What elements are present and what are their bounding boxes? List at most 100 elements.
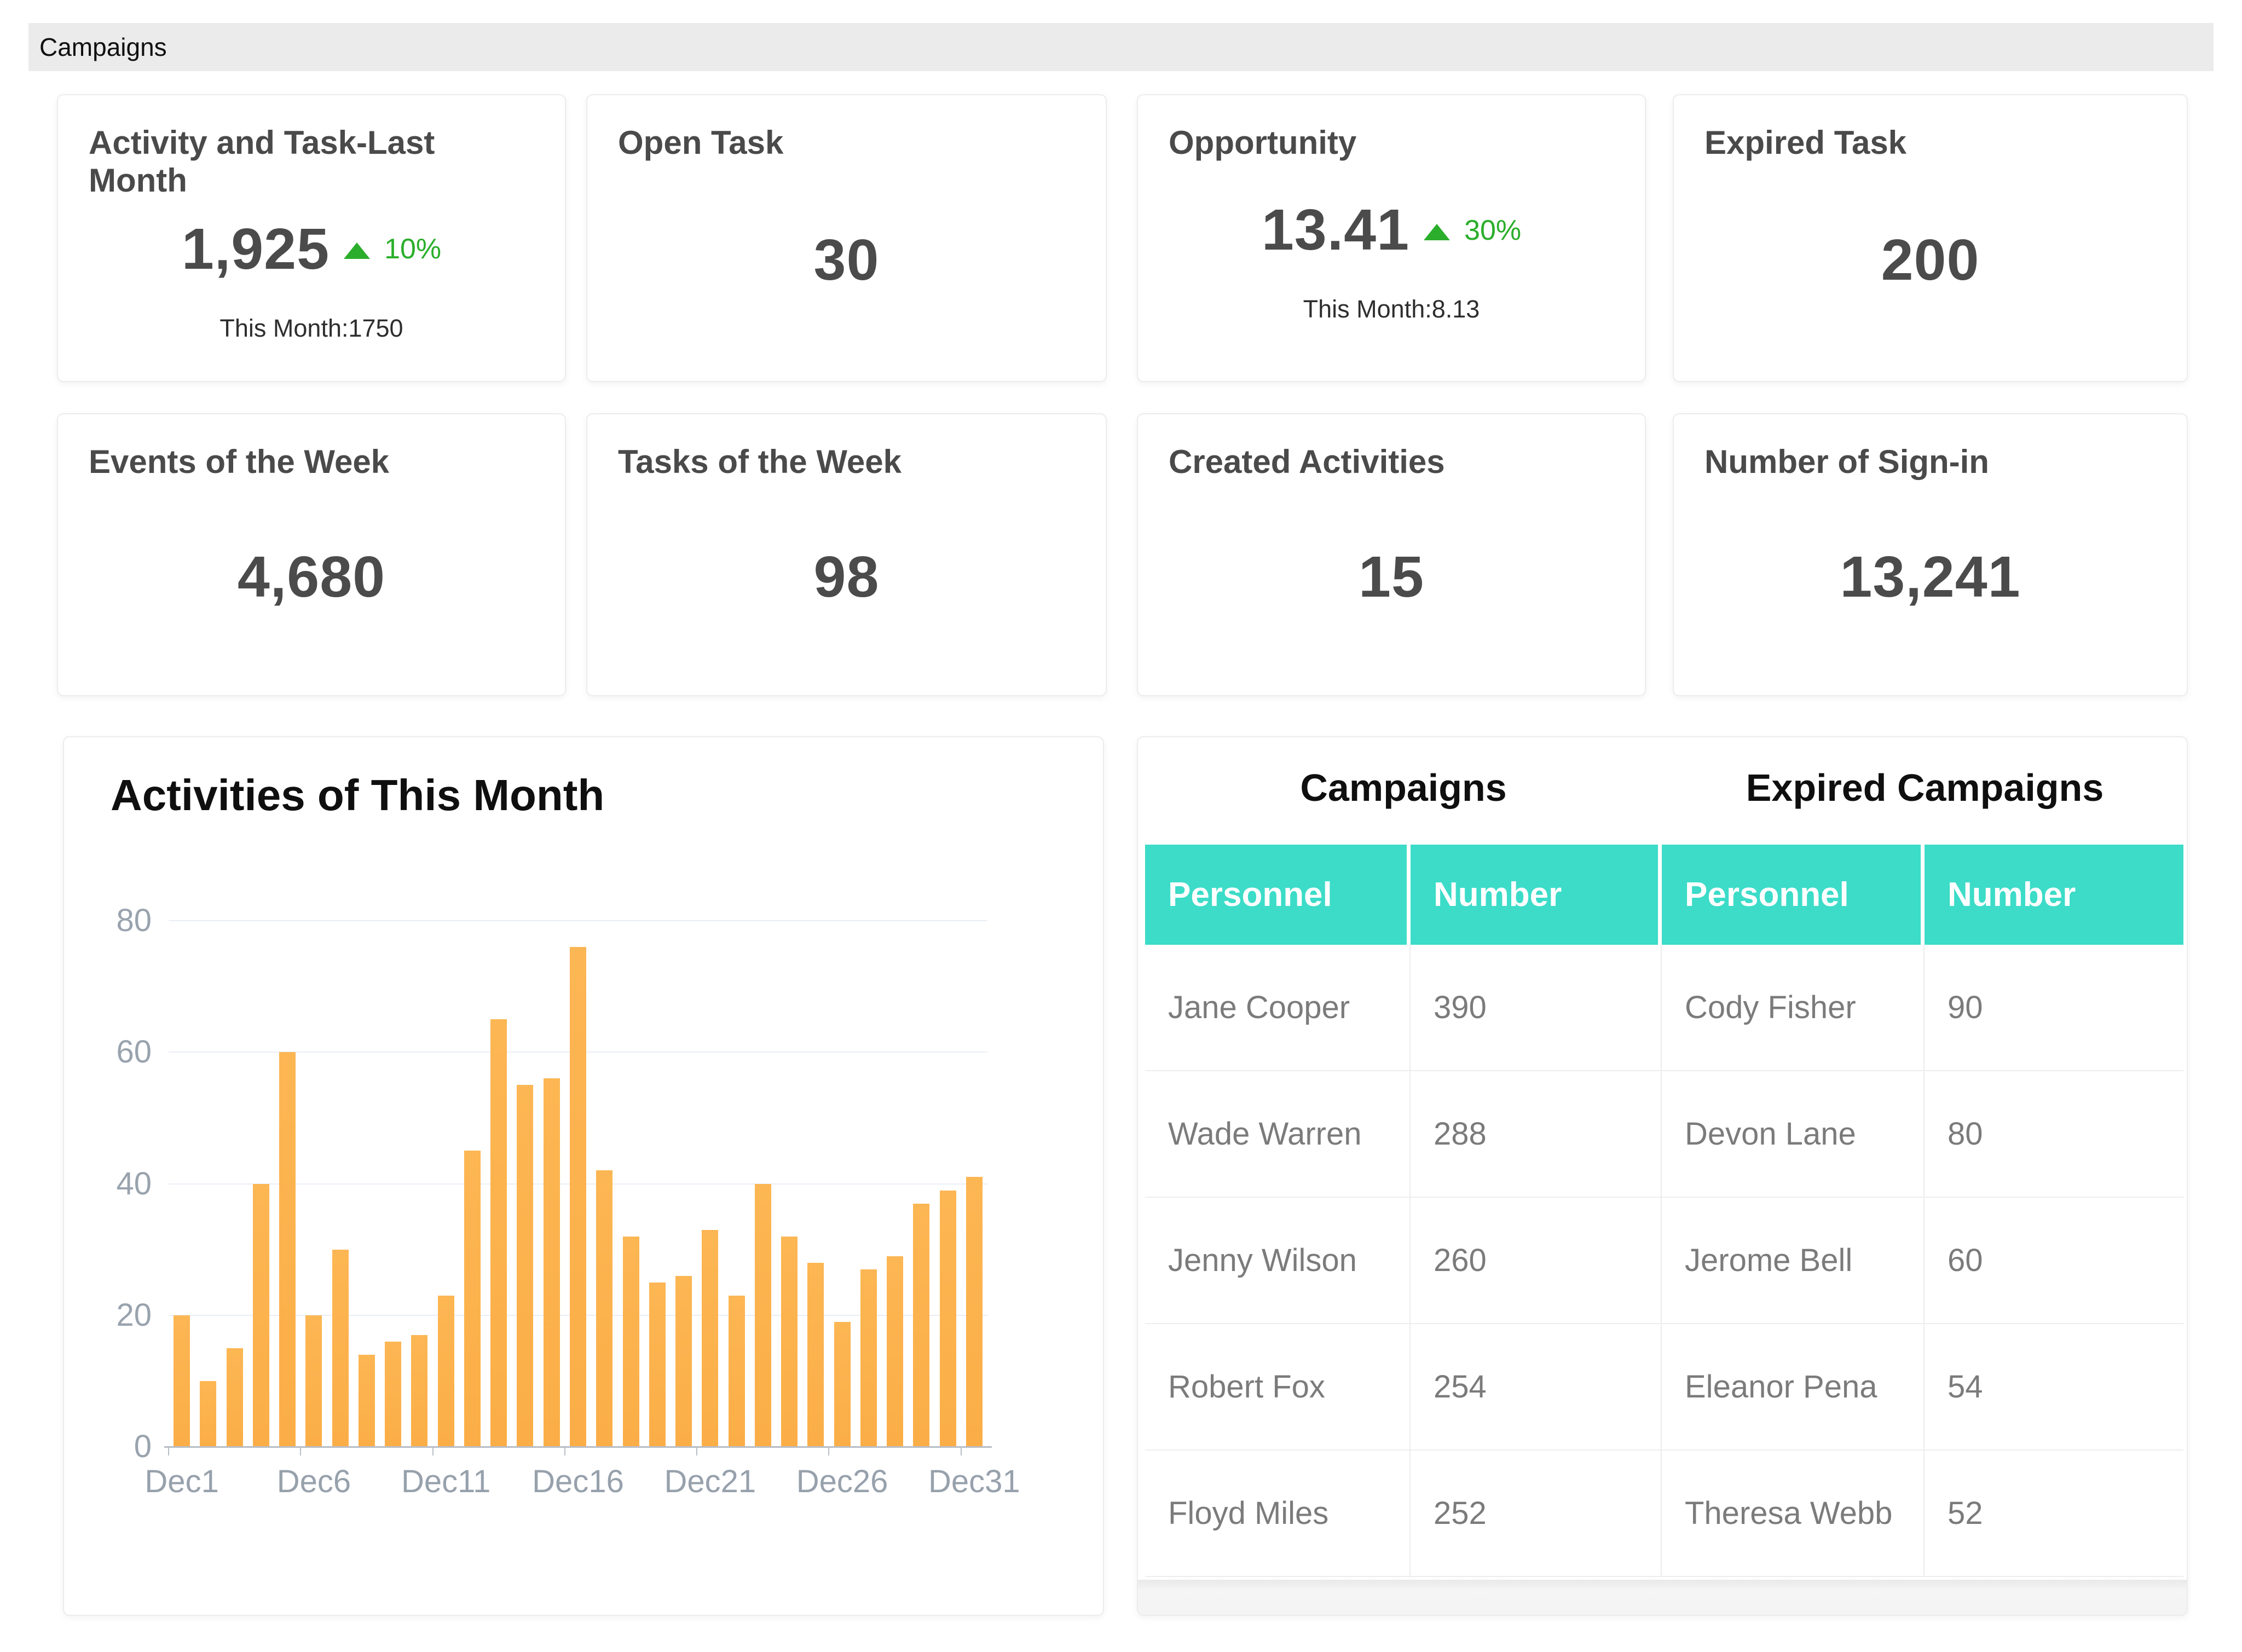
bar-dec13: [490, 1019, 507, 1447]
table-row: Floyd Miles 252 Theresa Webb 52: [1145, 1451, 2183, 1577]
bar-dec10: [411, 1335, 428, 1447]
kpi-card-opportunity: Opportunity 13.41 30% This Month:8.13: [1137, 94, 1646, 382]
column-header-personnel: Personnel: [1145, 845, 1411, 945]
kpi-value: 13,241: [1840, 544, 2021, 609]
kpi-card-created-activities: Created Activities 15: [1137, 413, 1646, 696]
bar-dec15: [543, 1078, 560, 1447]
x-axis-tick: [960, 1447, 962, 1455]
column-header-number: Number: [1411, 845, 1662, 945]
personnel-cell: Cody Fisher: [1662, 945, 1925, 1070]
y-axis-label-40: 40: [116, 1165, 152, 1202]
kpi-card-open-task: Open Task 30: [586, 94, 1107, 382]
number-cell: 90: [1948, 990, 1983, 1025]
personnel-cell: Jane Cooper: [1145, 945, 1411, 1070]
bar-dec8: [358, 1354, 375, 1447]
number-cell: 390: [1411, 945, 1662, 1070]
x-axis-label-dec26: Dec26: [796, 1464, 888, 1499]
y-axis-label-0: 0: [134, 1429, 152, 1464]
x-axis-label-dec21: Dec21: [664, 1464, 756, 1499]
number-cell: 288: [1411, 1071, 1662, 1197]
bar-dec24: [781, 1236, 798, 1447]
kpi-card-activity-task-last-month: Activity and Task-Last Month 1,925 10% T…: [57, 94, 566, 382]
x-axis-tick: [168, 1447, 169, 1455]
kpi-card-tasks-of-week: Tasks of the Week 98: [586, 413, 1107, 696]
number-cell: 60: [1948, 1243, 1983, 1278]
bar-dec9: [385, 1341, 402, 1447]
x-axis-tick: [432, 1447, 434, 1455]
x-axis-label-dec31: Dec31: [928, 1464, 1020, 1499]
table-footer: [1138, 1580, 2187, 1615]
number-cell: 54: [1948, 1369, 1983, 1405]
bar-dec27: [860, 1269, 877, 1447]
number-cell: 80: [1948, 1116, 1983, 1152]
bar-dec11: [437, 1295, 454, 1447]
personnel-cell: Robert Fox: [1145, 1324, 1411, 1449]
kpi-trend-percent: 10%: [384, 233, 442, 265]
number-cell: 252: [1411, 1451, 1662, 1576]
page-title: Campaigns: [39, 33, 167, 61]
kpi-card-expired-task: Expired Task 200: [1673, 94, 2188, 382]
table-row: Jenny Wilson 260 Jerome Bell 60: [1145, 1198, 2183, 1324]
kpi-card-number-of-sign-in: Number of Sign-in 13,241: [1673, 413, 2188, 696]
kpi-title: Tasks of the Week: [618, 443, 902, 480]
x-axis-label-dec1: Dec1: [145, 1464, 219, 1499]
personnel-cell: Theresa Webb: [1662, 1451, 1925, 1576]
kpi-title: Number of Sign-in: [1704, 443, 1989, 480]
campaigns-tables-panel: Campaigns Expired Campaigns Personnel Nu…: [1137, 736, 2188, 1616]
personnel-cell: Devon Lane: [1662, 1071, 1925, 1197]
table-header-row: Personnel Number Personnel Number: [1145, 845, 2183, 945]
dual-table: Personnel Number Personnel Number Jane C…: [1145, 845, 2183, 1577]
bar-dec31: [966, 1177, 983, 1447]
x-axis-tick: [564, 1447, 565, 1455]
app-header: Campaigns: [28, 23, 2214, 71]
kpi-title: Expired Task: [1704, 124, 1907, 161]
bar-dec7: [332, 1249, 349, 1447]
bar-dec17: [596, 1170, 613, 1447]
bar-dec2: [200, 1380, 217, 1447]
table-body: Jane Cooper 390 Cody Fisher 90 Wade Warren 28…: [1145, 945, 2183, 1577]
kpi-value: 98: [813, 544, 880, 609]
kpi-title: Events of the Week: [89, 443, 390, 480]
kpi-title: Open Task: [618, 124, 784, 161]
bar-chart: 0 20 40 60 80 Dec1 Dec6 Dec11 Dec16 Dec21 Dec26 Dec…: [64, 737, 1105, 1617]
kpi-title: Created Activities: [1169, 443, 1445, 480]
bar-dec5: [279, 1052, 296, 1447]
personnel-cell: Jenny Wilson: [1145, 1198, 1411, 1323]
kpi-subtext: This Month:1750: [219, 314, 403, 342]
personnel-cell: Floyd Miles: [1145, 1451, 1411, 1576]
y-axis-label-20: 20: [116, 1297, 152, 1333]
x-axis-label-dec16: Dec16: [532, 1464, 624, 1499]
x-axis-line: [164, 1446, 992, 1448]
bar-dec26: [834, 1321, 851, 1447]
x-axis-tick: [828, 1447, 830, 1455]
kpi-title: Activity and Task-Last Month: [89, 124, 435, 199]
x-axis-label-dec11: Dec11: [401, 1464, 491, 1499]
kpi-trend-percent: 30%: [1464, 214, 1522, 246]
bar-dec4: [252, 1183, 269, 1447]
bar-dec29: [913, 1203, 930, 1447]
kpi-value: 1,925: [181, 216, 330, 281]
table-row: Robert Fox 254 Eleanor Pena 54: [1145, 1324, 2183, 1451]
number-cell: 52: [1948, 1495, 1983, 1531]
bar-dec6: [305, 1315, 322, 1447]
bar-dec14: [517, 1085, 534, 1447]
gridline-80: [169, 920, 987, 921]
bar-dec16: [570, 947, 586, 1447]
bar-dec19: [649, 1282, 666, 1447]
x-axis-tick: [300, 1447, 302, 1455]
table-title-campaigns: Campaigns: [1300, 766, 1507, 809]
number-cell: 260: [1411, 1198, 1662, 1323]
column-header-number: Number: [1925, 845, 2183, 945]
table-row: Jane Cooper 390 Cody Fisher 90: [1145, 945, 2183, 1071]
kpi-value: 30: [813, 228, 880, 292]
personnel-cell: Jerome Bell: [1662, 1198, 1925, 1323]
personnel-cell: Eleanor Pena: [1662, 1324, 1925, 1449]
bar-dec3: [226, 1348, 243, 1447]
y-axis-label-60: 60: [116, 1034, 152, 1070]
trend-up-icon: [344, 242, 371, 259]
kpi-value: 200: [1881, 228, 1980, 292]
table-row: Wade Warren 288 Devon Lane 80: [1145, 1071, 2183, 1198]
bar-dec23: [754, 1183, 771, 1447]
kpi-value: 4,680: [237, 544, 386, 609]
kpi-value: 15: [1359, 544, 1424, 609]
